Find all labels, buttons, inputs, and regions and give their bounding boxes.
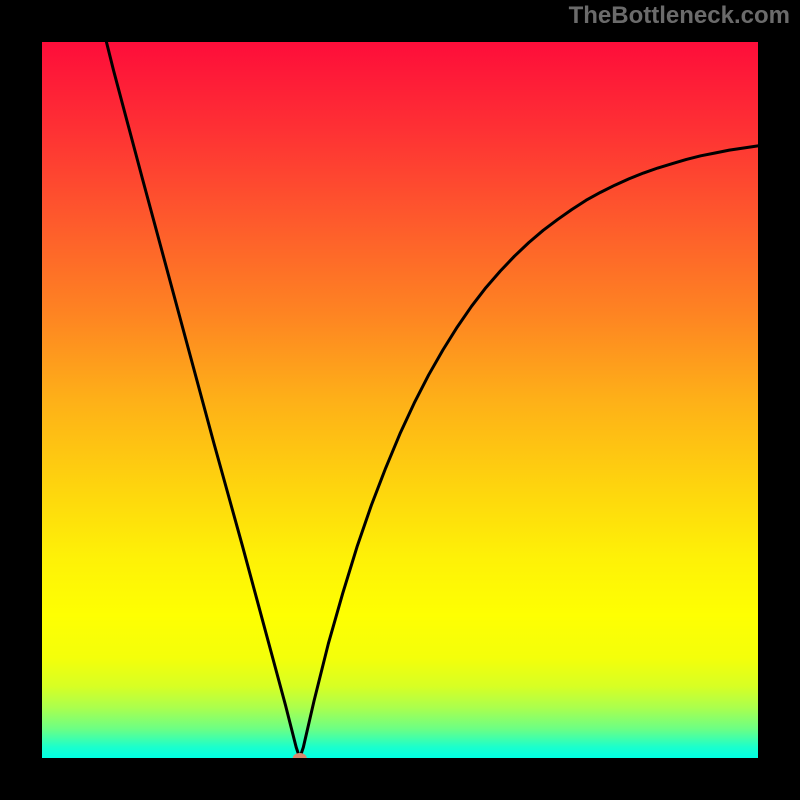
chart-container: TheBottleneck.com (0, 0, 800, 800)
plot-background (42, 42, 758, 758)
watermark-text: TheBottleneck.com (569, 2, 790, 30)
bottleneck-chart (0, 0, 800, 800)
